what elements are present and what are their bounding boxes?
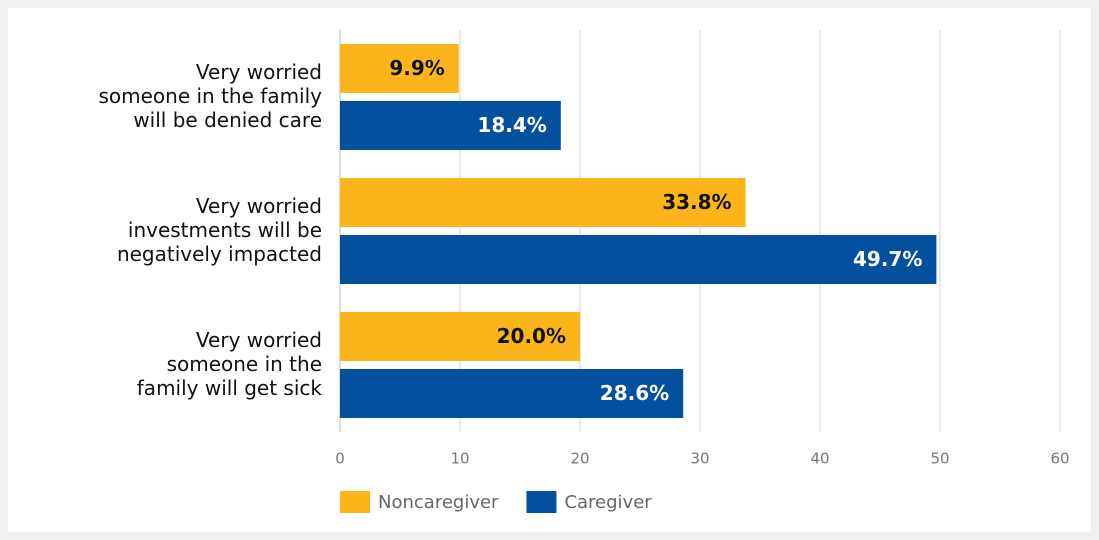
- x-tick-label: 60: [1050, 450, 1069, 468]
- legend-label: Noncaregiver: [378, 492, 499, 513]
- value-label: 49.7%: [853, 247, 922, 271]
- x-tick-label: 0: [335, 450, 345, 468]
- x-tick-label: 30: [690, 450, 709, 468]
- legend-label: Caregiver: [564, 492, 652, 513]
- bar: [340, 369, 684, 418]
- bar: [340, 178, 746, 227]
- x-tick-label: 40: [810, 450, 829, 468]
- value-label: 18.4%: [477, 113, 546, 137]
- category-label: Very worried someone in the family will ge…: [137, 328, 323, 400]
- legend-swatch: [340, 491, 370, 513]
- value-label: 20.0%: [497, 324, 566, 348]
- bar: [340, 44, 459, 93]
- category-label: Very worried someone in the family will be…: [98, 60, 322, 132]
- x-tick-label: 10: [450, 450, 469, 468]
- legend-swatch: [526, 491, 557, 513]
- x-tick-label: 50: [930, 450, 949, 468]
- value-label: 28.6%: [600, 381, 669, 405]
- bar: [340, 101, 561, 150]
- category-label: Very worried investments will be negativel…: [117, 194, 322, 266]
- value-label: 33.8%: [662, 190, 731, 214]
- bar: [340, 312, 580, 361]
- x-tick-label: 20: [570, 450, 589, 468]
- bar: [340, 235, 937, 284]
- value-label: 9.9%: [389, 56, 444, 80]
